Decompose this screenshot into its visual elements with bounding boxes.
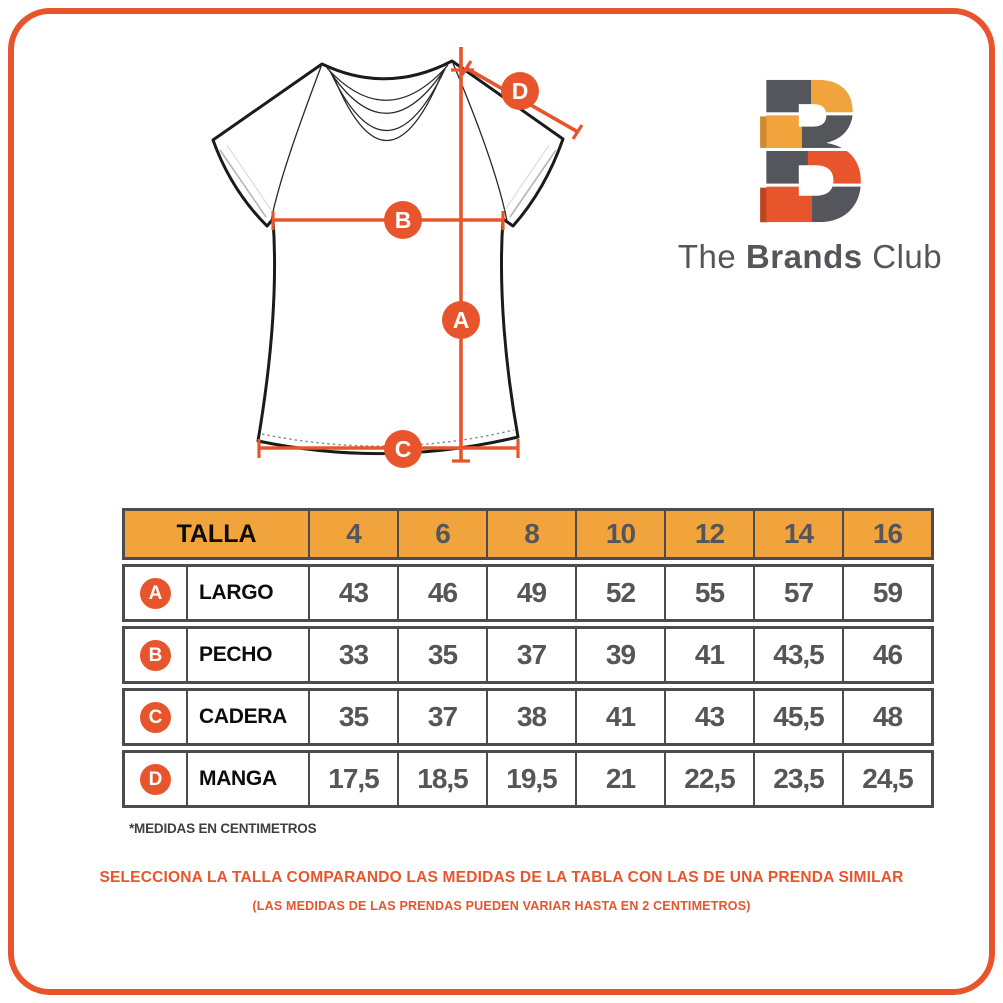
table-row-largo: A LARGO 43 46 49 52 55 57 59 bbox=[122, 564, 934, 622]
value-largo-14: 57 bbox=[753, 567, 842, 619]
header-size-16: 16 bbox=[842, 511, 931, 557]
table-row-pecho: B PECHO 33 35 37 39 41 43,5 46 bbox=[122, 626, 934, 684]
size-table: TALLA 4 6 8 10 12 14 16 A LARGO 43 46 49 52 55 57 59 B PEC… bbox=[122, 508, 934, 808]
header-size-12: 12 bbox=[664, 511, 753, 557]
value-manga-6: 18,5 bbox=[397, 753, 486, 805]
value-cadera-14: 45,5 bbox=[753, 691, 842, 743]
table-badge-b: B bbox=[140, 639, 171, 671]
header-size-10: 10 bbox=[575, 511, 664, 557]
header-size-8: 8 bbox=[486, 511, 575, 557]
row-label-largo: LARGO bbox=[186, 567, 308, 619]
diagram-badge-d: D bbox=[501, 72, 539, 110]
value-pecho-14: 43,5 bbox=[753, 629, 842, 681]
diagram-badge-b: B bbox=[384, 201, 422, 239]
tshirt-outline bbox=[211, 59, 565, 456]
units-note: *MEDIDAS EN CENTIMETROS bbox=[129, 821, 317, 836]
row-label-cadera: CADERA bbox=[186, 691, 308, 743]
tshirt-diagram bbox=[211, 47, 584, 463]
value-pecho-8: 37 bbox=[486, 629, 575, 681]
value-cadera-6: 37 bbox=[397, 691, 486, 743]
header-talla: TALLA bbox=[176, 519, 257, 548]
row-label-manga: MANGA bbox=[186, 753, 308, 805]
value-cadera-8: 38 bbox=[486, 691, 575, 743]
brand-logo-b-icon bbox=[760, 79, 861, 223]
diagram-badge-a: A bbox=[442, 301, 480, 339]
header-size-6: 6 bbox=[397, 511, 486, 557]
value-pecho-16: 46 bbox=[842, 629, 931, 681]
value-manga-16: 24,5 bbox=[842, 753, 931, 805]
value-manga-12: 22,5 bbox=[664, 753, 753, 805]
value-largo-12: 55 bbox=[664, 567, 753, 619]
value-largo-6: 46 bbox=[397, 567, 486, 619]
value-manga-10: 21 bbox=[575, 753, 664, 805]
brand-name: The Brands Club bbox=[677, 238, 943, 275]
value-manga-14: 23,5 bbox=[753, 753, 842, 805]
header-size-14: 14 bbox=[753, 511, 842, 557]
diagram-badge-c: C bbox=[384, 430, 422, 468]
table-badge-c: C bbox=[140, 701, 171, 733]
value-cadera-4: 35 bbox=[308, 691, 397, 743]
value-cadera-12: 43 bbox=[664, 691, 753, 743]
table-badge-d: D bbox=[140, 763, 171, 795]
value-largo-10: 52 bbox=[575, 567, 664, 619]
value-manga-4: 17,5 bbox=[308, 753, 397, 805]
value-pecho-4: 33 bbox=[308, 629, 397, 681]
value-largo-8: 49 bbox=[486, 567, 575, 619]
tolerance-text: (LAS MEDIDAS DE LAS PRENDAS PUEDEN VARIA… bbox=[252, 899, 751, 913]
value-cadera-16: 48 bbox=[842, 691, 931, 743]
value-largo-16: 59 bbox=[842, 567, 931, 619]
table-header-row: TALLA 4 6 8 10 12 14 16 bbox=[122, 508, 934, 560]
value-pecho-10: 39 bbox=[575, 629, 664, 681]
value-manga-8: 19,5 bbox=[486, 753, 575, 805]
instruction-text: SELECCIONA LA TALLA COMPARANDO LAS MEDID… bbox=[99, 869, 904, 886]
value-pecho-12: 41 bbox=[664, 629, 753, 681]
value-cadera-10: 41 bbox=[575, 691, 664, 743]
row-badge-cell: A bbox=[125, 567, 186, 619]
table-badge-a: A bbox=[140, 577, 171, 609]
table-row-manga: D MANGA 17,5 18,5 19,5 21 22,5 23,5 24,5 bbox=[122, 750, 934, 808]
header-size-4: 4 bbox=[308, 511, 397, 557]
row-label-pecho: PECHO bbox=[186, 629, 308, 681]
value-pecho-6: 35 bbox=[397, 629, 486, 681]
table-row-cadera: C CADERA 35 37 38 41 43 45,5 48 bbox=[122, 688, 934, 746]
row-badge-cell: C bbox=[125, 691, 186, 743]
brand-logo: The Brands Club bbox=[655, 78, 965, 276]
value-largo-4: 43 bbox=[308, 567, 397, 619]
row-badge-cell: D bbox=[125, 753, 186, 805]
row-badge-cell: B bbox=[125, 629, 186, 681]
